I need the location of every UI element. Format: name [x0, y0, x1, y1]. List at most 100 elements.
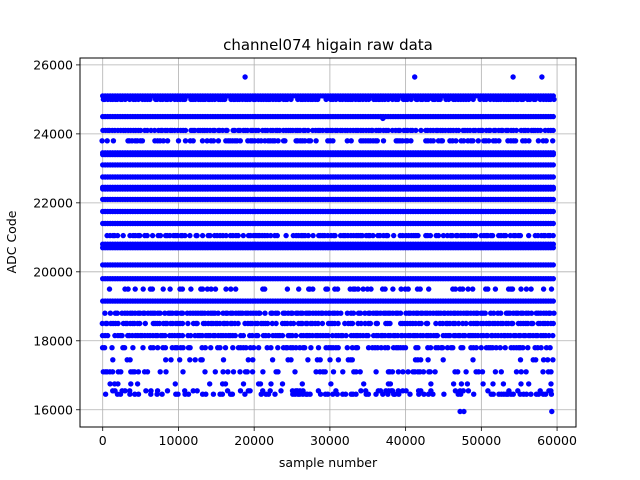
data-point: [518, 369, 524, 375]
data-point: [470, 138, 476, 144]
data-point: [149, 232, 156, 239]
data-point: [135, 391, 142, 397]
data-point: [349, 320, 356, 327]
data-point: [425, 357, 431, 363]
data-point: [525, 345, 531, 351]
data-point: [137, 232, 143, 239]
data-point: [134, 381, 141, 387]
data-point: [334, 286, 341, 292]
data-point: [199, 232, 206, 239]
data-point: [463, 320, 469, 327]
data-point: [155, 345, 161, 351]
data-point: [528, 286, 534, 292]
data-point: [307, 138, 314, 144]
data-point: [550, 276, 556, 282]
data-point: [391, 232, 397, 239]
data-point: [268, 381, 274, 387]
data-point: [293, 332, 299, 339]
data-point: [187, 345, 193, 351]
data-point: [340, 369, 346, 375]
data-point: [180, 345, 186, 351]
data-point: [177, 357, 183, 363]
data-point: [208, 286, 214, 292]
data-point: [496, 138, 502, 144]
data-point: [224, 127, 230, 134]
data-point: [348, 138, 354, 144]
data-point: [502, 345, 508, 351]
data-point: [296, 286, 302, 292]
data-point: [548, 286, 555, 292]
data-point: [144, 369, 151, 375]
data-point: [151, 127, 158, 134]
data-point: [470, 357, 476, 363]
data-point: [157, 232, 164, 239]
data-point: [498, 310, 504, 316]
data-point: [486, 138, 492, 144]
data-point: [396, 391, 402, 397]
data-point: [545, 357, 551, 363]
data-point: [550, 245, 556, 251]
data-point: [517, 357, 524, 363]
data-point: [390, 286, 396, 292]
data-point: [269, 357, 276, 363]
data-point: [458, 391, 464, 397]
data-point: [278, 388, 284, 394]
data-point: [550, 162, 556, 168]
data-point: [140, 345, 146, 351]
data-point: [489, 232, 496, 239]
data-point: [260, 369, 266, 375]
data-point: [462, 332, 468, 339]
data-point: [289, 310, 295, 316]
data-point: [275, 138, 281, 144]
data-point: [220, 357, 227, 363]
data-point: [180, 369, 186, 375]
data-point: [229, 391, 236, 397]
data-point: [159, 391, 165, 397]
data-point: [528, 391, 534, 397]
data-point: [360, 286, 366, 292]
data-point: [160, 286, 166, 292]
data-point: [385, 96, 391, 103]
data-point: [120, 232, 126, 239]
data-point: [421, 391, 427, 397]
data-point: [257, 310, 263, 316]
data-point: [416, 391, 422, 397]
data-point: [215, 138, 222, 144]
data-point: [144, 232, 150, 239]
data-point: [188, 286, 194, 292]
data-point: [465, 388, 472, 394]
data-point: [319, 320, 326, 327]
data-point: [228, 286, 234, 292]
data-point: [102, 310, 108, 316]
data-point: [149, 286, 156, 292]
data-point: [447, 332, 453, 339]
data-point: [283, 232, 289, 239]
data-point: [365, 345, 372, 351]
data-point: [249, 332, 255, 339]
data-point: [533, 357, 539, 363]
data-point: [550, 232, 556, 239]
data-point: [548, 369, 554, 375]
data-point: [269, 320, 275, 327]
data-point: [355, 286, 361, 292]
data-point: [148, 391, 154, 397]
data-point: [395, 96, 401, 103]
data-point: [163, 357, 169, 363]
data-point: [465, 286, 471, 292]
data-point: [446, 96, 452, 103]
data-point: [441, 391, 447, 397]
data-point: [277, 127, 283, 134]
data-point: [268, 232, 274, 239]
data-point: [548, 391, 555, 397]
data-point: [398, 286, 404, 292]
data-point: [185, 320, 191, 327]
data-point: [389, 369, 396, 375]
data-point: [492, 369, 499, 375]
data-point: [550, 127, 556, 134]
data-point: [463, 369, 469, 375]
data-point: [330, 369, 337, 375]
data-point: [147, 96, 153, 103]
data-point: [257, 381, 264, 387]
data-point: [551, 96, 557, 103]
